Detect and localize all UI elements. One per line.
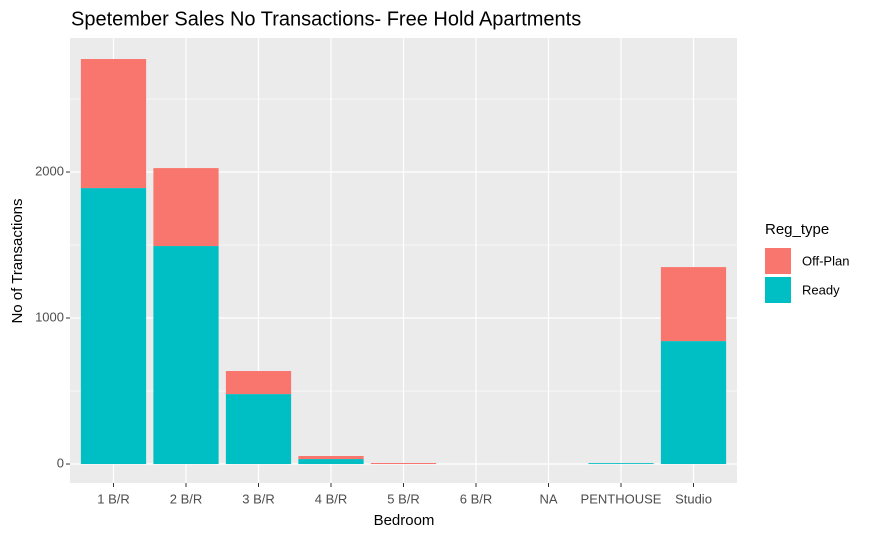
bar-segment xyxy=(225,394,292,465)
x-tick-label: 4 B/R xyxy=(315,491,348,506)
legend-title: Reg_type xyxy=(765,221,829,238)
bar-segment xyxy=(153,246,219,465)
bar-segment xyxy=(80,188,147,465)
bar-segment xyxy=(153,168,219,247)
y-axis-label: No of Transactions xyxy=(9,198,26,323)
chart-title: Spetember Sales No Transactions- Free Ho… xyxy=(71,8,581,30)
bar-segment xyxy=(660,267,727,342)
x-tick-label: 3 B/R xyxy=(242,491,275,506)
bar-segment xyxy=(225,371,292,395)
bar-segment xyxy=(660,341,727,465)
x-tick-label: 2 B/R xyxy=(170,491,203,506)
y-tick-label: 0 xyxy=(57,455,64,470)
x-tick-label: 1 B/R xyxy=(97,491,130,506)
x-tick-label: 5 B/R xyxy=(387,491,420,506)
x-tick-label: PENTHOUSE xyxy=(581,491,662,506)
bar-segment xyxy=(588,463,654,465)
x-tick-label: Studio xyxy=(675,491,712,506)
y-tick-label: 1000 xyxy=(35,309,64,324)
bar-segment xyxy=(370,462,437,465)
legend-label: Ready xyxy=(802,282,840,297)
legend-label: Off-Plan xyxy=(802,253,849,268)
bar-segment xyxy=(298,459,364,465)
legend-key xyxy=(765,248,791,274)
x-tick-label: 6 B/R xyxy=(460,491,493,506)
bar-segment xyxy=(80,59,147,189)
legend-key xyxy=(765,277,791,303)
x-tick-label: NA xyxy=(539,491,557,506)
bar-segment xyxy=(298,455,364,460)
y-tick-label: 2000 xyxy=(35,163,64,178)
x-axis-label: Bedroom xyxy=(374,512,435,529)
